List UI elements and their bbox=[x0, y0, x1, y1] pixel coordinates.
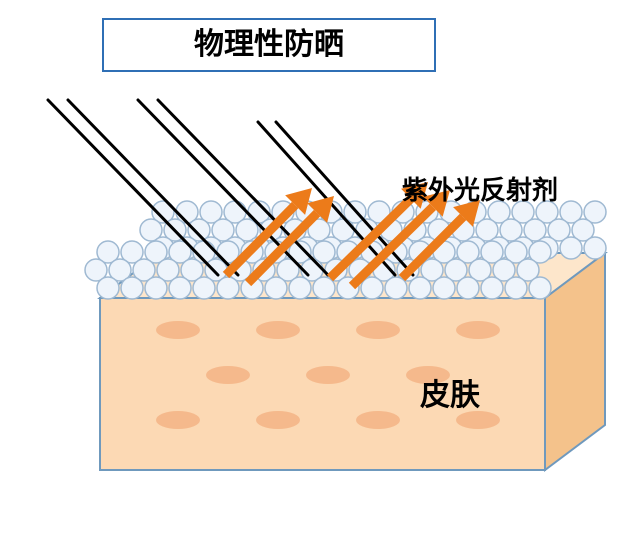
particle bbox=[265, 277, 287, 299]
particle bbox=[584, 237, 606, 259]
skin-spot bbox=[306, 366, 350, 384]
skin-spot bbox=[206, 366, 250, 384]
diagram-canvas bbox=[0, 0, 640, 539]
skin-spot bbox=[356, 411, 400, 429]
particle bbox=[169, 277, 191, 299]
particle bbox=[560, 237, 582, 259]
particle bbox=[481, 277, 503, 299]
particle bbox=[217, 277, 239, 299]
label-reflector: 紫外光反射剂 bbox=[402, 170, 558, 207]
particle bbox=[193, 277, 215, 299]
skin-spot bbox=[256, 411, 300, 429]
particle bbox=[385, 277, 407, 299]
particle bbox=[361, 277, 383, 299]
skin-spot bbox=[156, 411, 200, 429]
particle bbox=[409, 277, 431, 299]
particle bbox=[313, 277, 335, 299]
skin-spot bbox=[356, 321, 400, 339]
particle bbox=[529, 277, 551, 299]
particle bbox=[145, 277, 167, 299]
particle bbox=[457, 277, 479, 299]
label-skin: 皮肤 bbox=[420, 370, 480, 414]
title-box: 物理性防晒 bbox=[102, 18, 436, 72]
particle bbox=[289, 277, 311, 299]
particle bbox=[97, 277, 119, 299]
title-text: 物理性防晒 bbox=[194, 28, 344, 61]
skin-spot bbox=[256, 321, 300, 339]
skin-spot bbox=[456, 321, 500, 339]
particle bbox=[433, 277, 455, 299]
skin-spot bbox=[156, 321, 200, 339]
particle bbox=[505, 277, 527, 299]
particle bbox=[121, 277, 143, 299]
